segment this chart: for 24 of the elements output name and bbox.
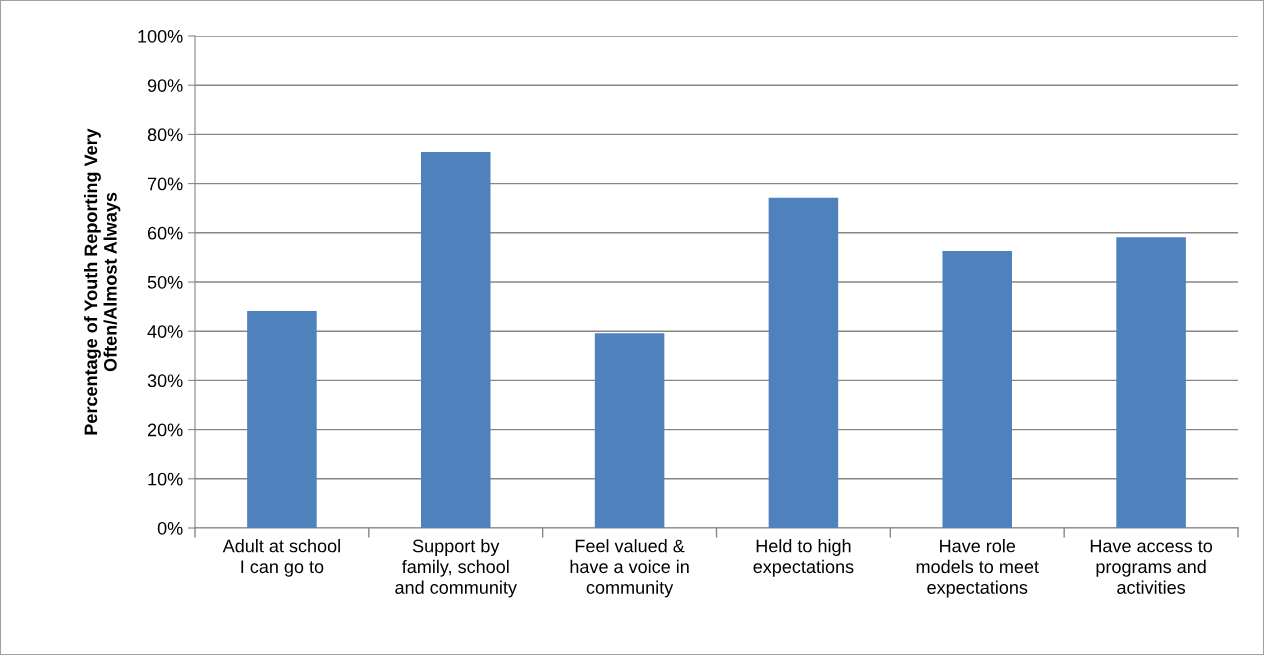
y-tick-label: 90% — [147, 79, 183, 92]
y-tick-label: 80% — [147, 128, 183, 142]
x-tick-label: Have role models to meet expectations — [916, 539, 1039, 598]
y-tick-label: 40% — [147, 325, 183, 338]
y-tick-label: 100% — [138, 29, 183, 43]
y-tick-label: 20% — [147, 423, 183, 437]
bar — [1116, 237, 1186, 528]
bar — [594, 333, 665, 528]
x-tick-label: Support by family, school and community — [395, 539, 517, 598]
y-tick-label: 0% — [157, 521, 183, 535]
bar — [768, 197, 839, 528]
y-tick-label: 50% — [147, 275, 183, 289]
bar — [247, 311, 317, 528]
y-tick-label: 10% — [148, 472, 183, 486]
x-tick-label: Have access to programs and activities — [1090, 539, 1213, 594]
y-tick-label: 30% — [147, 374, 183, 388]
y-tick-label: 70% — [147, 177, 183, 191]
bar — [420, 152, 491, 528]
x-tick-label: Feel valued & have a voice in community — [570, 539, 689, 598]
y-tick-label: 60% — [147, 226, 183, 240]
x-tick-label: Adult at school I can go to — [222, 539, 340, 577]
y-axis-title: Percentage of Youth Reporting Very Often/Almost Always — [83, 128, 121, 435]
bar — [942, 251, 1013, 528]
x-tick-label: Held to high expectations — [753, 539, 854, 577]
